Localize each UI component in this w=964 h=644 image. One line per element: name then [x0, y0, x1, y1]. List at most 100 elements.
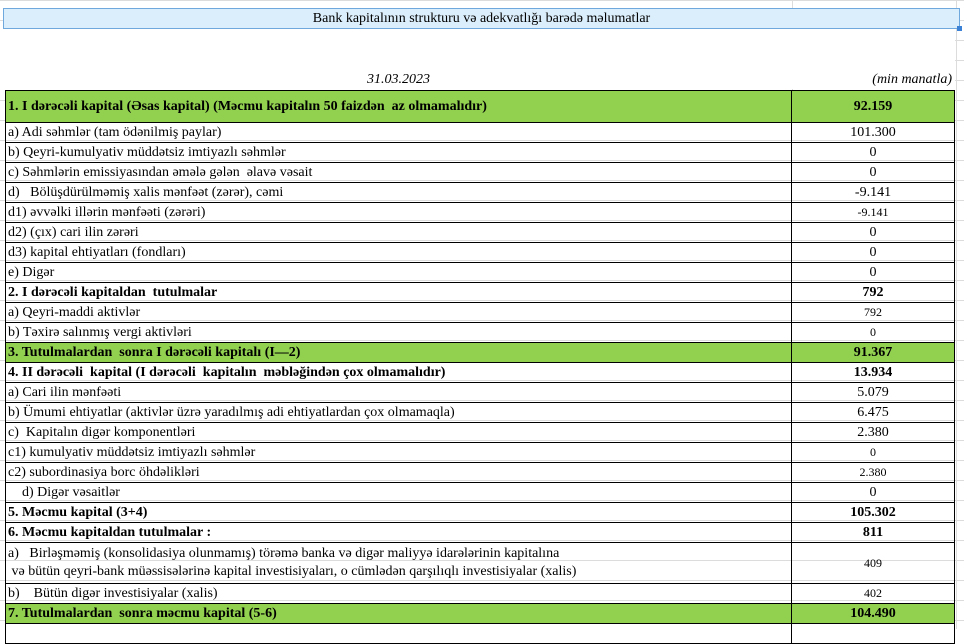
row-label[interactable]: 7. Tutulmalardan sonra məcmu kapital (5-…: [5, 603, 792, 624]
row-label[interactable]: a) Birləşməmiş (konsolidasiya olunmamış)…: [5, 542, 792, 584]
row-value[interactable]: 0: [791, 242, 955, 263]
row-label[interactable]: a) Adi səhmlər (tam ödənilmiş paylar): [5, 122, 792, 143]
title-cell[interactable]: Bank kapitalının strukturu və adekvatlığ…: [3, 8, 962, 31]
row-value[interactable]: 0: [791, 262, 955, 283]
row-label[interactable]: d2) (çıx) cari ilin zərəri: [5, 222, 792, 243]
row-label-text: e) Digər: [8, 265, 55, 280]
row-label-text: 7. Tutulmalardan sonra məcmu kapital (5-…: [8, 606, 277, 621]
row-value[interactable]: 0: [791, 162, 955, 183]
table-row: e) Digər 0: [5, 262, 955, 283]
row-label[interactable]: c2) subordinasiya borc öhdəlikləri: [5, 462, 792, 483]
row-value[interactable]: -9.141: [791, 202, 955, 223]
row-label-text-line2: və bütün qeyri-bank müəssisələrinə kapit…: [8, 564, 577, 579]
row-label-text: 3. Tutulmalardan sonra I dərəcəli kapita…: [8, 345, 301, 360]
row-value[interactable]: 0: [791, 142, 955, 163]
row-label-text: a) Cari ilin mənfəəti: [8, 385, 122, 400]
table-row: 4. II dərəcəli kapital (I dərəcəli kapit…: [5, 362, 955, 383]
row-label[interactable]: b) Ümumi ehtiyatlar (aktivlər üzrə yarad…: [5, 402, 792, 423]
row-label[interactable]: 1. I dərəcəli kapital (Əsas kapital) (Mə…: [5, 90, 792, 123]
fill-handle[interactable]: [957, 26, 962, 31]
row-label-text: c) Kapitalın digər komponentləri: [8, 425, 196, 440]
row-value[interactable]: 91.367: [791, 342, 955, 363]
table-row: a) Cari ilin mənfəəti 5.079: [5, 382, 955, 403]
row-value[interactable]: 0: [791, 222, 955, 243]
row-value[interactable]: 0: [791, 322, 955, 343]
row-value[interactable]: 13.934: [791, 362, 955, 383]
row-label-text: b) Ümumi ehtiyatlar (aktivlər üzrə yarad…: [8, 405, 455, 420]
row-label[interactable]: a) Cari ilin mənfəəti: [5, 382, 792, 403]
row-label[interactable]: 3. Tutulmalardan sonra I dərəcəli kapita…: [5, 342, 792, 363]
row-label-text: b) Qeyri-kumulyativ müddətsiz imtiyazlı …: [8, 145, 286, 160]
row-label[interactable]: b) Qeyri-kumulyativ müddətsiz imtiyazlı …: [5, 142, 792, 163]
row-label-text: d) Digər vəsaitlər: [8, 485, 120, 500]
row-value[interactable]: 2.380: [791, 422, 955, 443]
row-label[interactable]: c) Səhmlərin emissiyasından əmələ gələn …: [5, 162, 792, 183]
row-label[interactable]: e) Digər: [5, 262, 792, 283]
row-label[interactable]: d) Digər vəsaitlər: [5, 482, 792, 503]
table-row: c) Kapitalın digər komponentləri 2.380: [5, 422, 955, 443]
capital-table: 1. I dərəcəli kapital (Əsas kapital) (Mə…: [5, 90, 955, 644]
table-row: b) Qeyri-kumulyativ müddətsiz imtiyazlı …: [5, 142, 955, 163]
row-value[interactable]: -9.141: [791, 182, 955, 203]
row-label-text: a) Qeyri-maddi aktivlər: [8, 305, 141, 320]
row-label-text: d) Bölüşdürülməmiş xalis mənfəət (zərər)…: [8, 185, 284, 200]
table-row: c2) subordinasiya borc öhdəlikləri 2.380: [5, 462, 955, 483]
row-label-text: a) Adi səhmlər (tam ödənilmiş paylar): [8, 125, 222, 140]
row-label-text: c1) kumulyativ müddətsiz imtiyazlı səhml…: [8, 445, 256, 460]
table-row: b) Bütün digər investisiyalar (xalis) 402: [5, 583, 955, 604]
table-row: d) Bölüşdürülməmiş xalis mənfəət (zərər)…: [5, 182, 955, 203]
row-value[interactable]: 6.475: [791, 402, 955, 423]
row-value[interactable]: 811: [791, 522, 955, 543]
report-date: 31.03.2023: [367, 72, 430, 87]
row-label[interactable]: b) Bütün digər investisiyalar (xalis): [5, 583, 792, 604]
row-label[interactable]: d1) əvvəlki illərin mənfəəti (zərəri): [5, 202, 792, 223]
row-label[interactable]: a) Qeyri-maddi aktivlər: [5, 302, 792, 323]
row-label-text: b) Təxirə salınmış vergi aktivləri: [8, 325, 192, 340]
row-label-text: 2. I dərəcəli kapitaldan tutulmalar: [8, 285, 218, 300]
row-label-text: 4. II dərəcəli kapital (I dərəcəli kapit…: [8, 365, 446, 380]
unit-label: (min manatla): [872, 72, 952, 87]
table-row: d1) əvvəlki illərin mənfəəti (zərəri) -9.…: [5, 202, 955, 223]
row-value[interactable]: 5.079: [791, 382, 955, 403]
row-label-text: 5. Məcmu kapital (3+4): [8, 505, 148, 520]
row-value[interactable]: 2.380: [791, 462, 955, 483]
blank-area: [0, 29, 955, 89]
row-label-text: 1. I dərəcəli kapital (Əsas kapital) (Mə…: [8, 99, 487, 114]
row-label-text: a) Birləşməmiş (konsolidasiya olunmamış)…: [8, 546, 560, 561]
table-row: 3. Tutulmalardan sonra I dərəcəli kapita…: [5, 342, 955, 363]
row-value[interactable]: 792: [791, 302, 955, 323]
row-label[interactable]: 4. II dərəcəli kapital (I dərəcəli kapit…: [5, 362, 792, 383]
page-title: Bank kapitalının strukturu və adekvatlığ…: [312, 11, 651, 26]
row-label-text: b) Bütün digər investisiyalar (xalis): [8, 586, 218, 601]
row-label[interactable]: d3) kapital ehtiyatları (fondları): [5, 242, 792, 263]
row-value: [791, 623, 955, 644]
row-label-text: c2) subordinasiya borc öhdəlikləri: [8, 465, 200, 480]
table-row: 1. I dərəcəli kapital (Əsas kapital) (Mə…: [5, 90, 955, 123]
table-row: a) Qeyri-maddi aktivlər 792: [5, 302, 955, 323]
table-row-cut-off: [5, 623, 955, 644]
table-row: d3) kapital ehtiyatları (fondları) 0: [5, 242, 955, 263]
row-value[interactable]: 792: [791, 282, 955, 303]
row-value[interactable]: 101.300: [791, 122, 955, 143]
row-label[interactable]: b) Təxirə salınmış vergi aktivləri: [5, 322, 792, 343]
row-value[interactable]: 105.302: [791, 502, 955, 523]
row-label-text: 6. Məcmu kapitaldan tutulmalar :: [8, 525, 212, 540]
row-value[interactable]: 92.159: [791, 90, 955, 123]
row-value[interactable]: 0: [791, 442, 955, 463]
row-label[interactable]: d) Bölüşdürülməmiş xalis mənfəət (zərər)…: [5, 182, 792, 203]
row-label-text: c) Səhmlərin emissiyasından əmələ gələn …: [8, 165, 313, 180]
row-value[interactable]: 402: [791, 583, 955, 604]
row-label[interactable]: c1) kumulyativ müddətsiz imtiyazlı səhml…: [5, 442, 792, 463]
row-value[interactable]: 104.490: [791, 603, 955, 624]
row-value[interactable]: 409: [791, 542, 955, 584]
row-label[interactable]: c) Kapitalın digər komponentləri: [5, 422, 792, 443]
table-row: c1) kumulyativ müddətsiz imtiyazlı səhml…: [5, 442, 955, 463]
row-label[interactable]: 5. Məcmu kapital (3+4): [5, 502, 792, 523]
row-label[interactable]: 6. Məcmu kapitaldan tutulmalar :: [5, 522, 792, 543]
table-row: b) Təxirə salınmış vergi aktivləri 0: [5, 322, 955, 343]
table-row: b) Ümumi ehtiyatlar (aktivlər üzrə yarad…: [5, 402, 955, 423]
row-label: [5, 623, 792, 644]
row-value[interactable]: 0: [791, 482, 955, 503]
table-row: a) Birləşməmiş (konsolidasiya olunmamış)…: [5, 542, 955, 584]
row-label[interactable]: 2. I dərəcəli kapitaldan tutulmalar: [5, 282, 792, 303]
